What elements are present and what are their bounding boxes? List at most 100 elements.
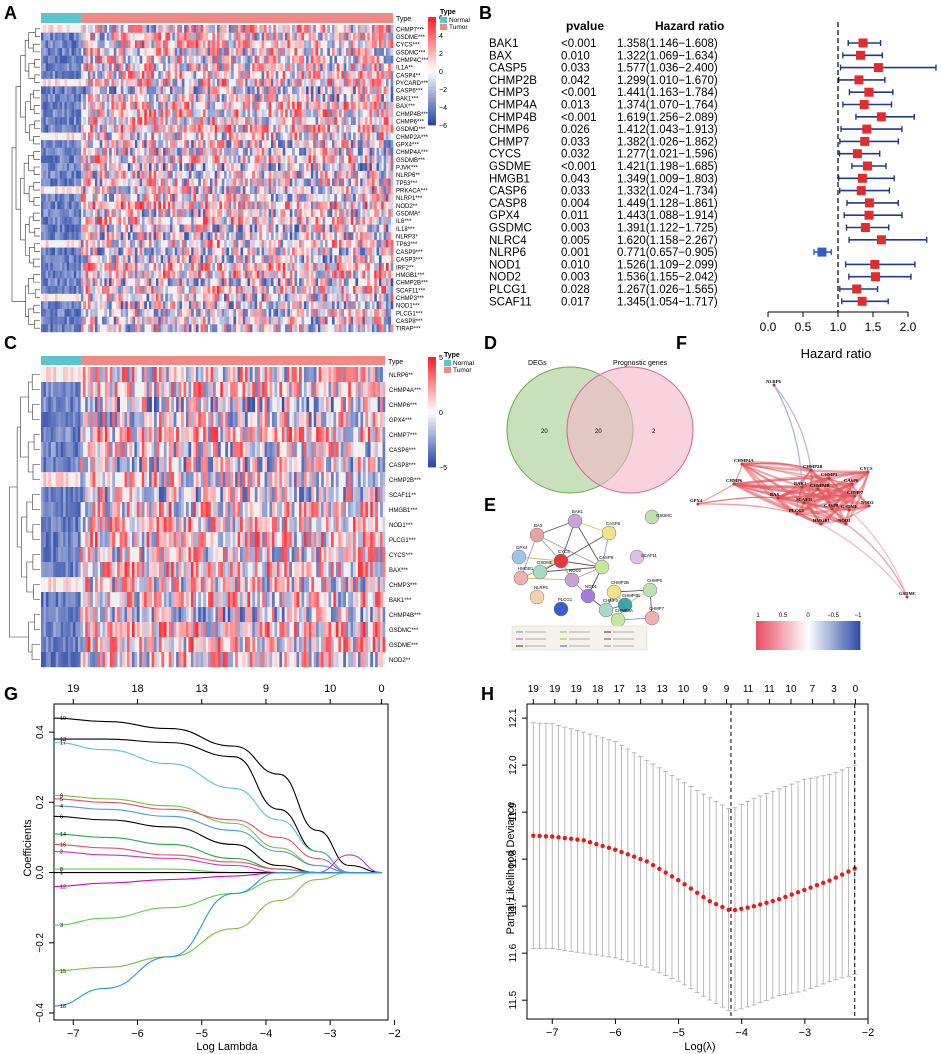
legend-title-c: Type [444, 352, 460, 359]
corr-node-label: PLCG1 [789, 508, 805, 513]
p-value: <0.001 [561, 38, 597, 50]
network-legend-lines [516, 631, 634, 647]
gene-label-c: CASP8*** [389, 463, 416, 469]
forest-x-tick-label: 0.5 [795, 320, 812, 334]
cv-point [839, 872, 845, 877]
cv-y-tick-label: 11.6 [508, 943, 519, 962]
scale-c-tick: −5 [439, 465, 447, 472]
ppi-node [606, 584, 622, 600]
gene-label: CHMP4C*** [396, 58, 429, 64]
corr-node [795, 512, 799, 516]
cv-point [795, 890, 801, 895]
cv-point [713, 901, 719, 907]
gene-label-c: PLCG1*** [389, 538, 416, 544]
gene-name: GPX4 [489, 210, 520, 222]
lasso-path-19 [53, 717, 382, 874]
gene-label: GSDMC*** [396, 50, 426, 56]
expression-heatmap [41, 25, 394, 333]
corr-node [830, 507, 834, 511]
ppi-node [511, 549, 527, 565]
p-value: 0.004 [561, 198, 590, 210]
hr-point [871, 272, 881, 282]
corr-edge [733, 482, 870, 508]
lasso-x-label: Log Lambda [196, 1041, 258, 1053]
gene-label: HMGB1*** [396, 273, 425, 279]
ppi-node-label: CASP6 [606, 521, 621, 526]
hazard-ratio-ci: 1.332(1.024−1.734) [617, 186, 718, 198]
cv-y-tick-label: 12.1 [508, 708, 519, 728]
ppi-node-label: GSDMC [656, 513, 672, 518]
ppi-node [642, 582, 658, 598]
lasso-path-label: 3 [60, 923, 63, 929]
gene-label: IRF2** [396, 265, 414, 271]
lasso-path-12 [53, 871, 382, 888]
corr-node-label: HMGB1 [813, 518, 831, 523]
lasso-top-tick-label: 0 [379, 683, 385, 695]
cv-point [625, 852, 631, 857]
lasso-y-tick-label: 0.2 [35, 795, 46, 809]
corr-edge [820, 505, 870, 525]
cv-point [789, 892, 794, 897]
corr-edge [845, 471, 870, 525]
expression-heatmap-c [41, 367, 386, 668]
cv-point [663, 870, 668, 875]
p-value: <0.001 [561, 112, 597, 124]
gene-label: NLRP3* [396, 235, 418, 241]
lasso-path-label: 14 [60, 832, 66, 838]
hazard-ratio-ci: 1.619(1.256−2.089) [617, 112, 718, 124]
cv-point [537, 833, 542, 839]
ppi-node [564, 572, 580, 588]
hazard-ratio-ci: 1.322(1.069−1.634) [617, 50, 718, 62]
type-row-label: Type [396, 16, 411, 23]
p-value: 0.043 [561, 173, 590, 185]
ppi-node-label: NLRP6 [534, 585, 548, 590]
gene-label: NLRP6** [396, 173, 421, 179]
gene-name: CYCS [489, 149, 521, 161]
pvalue-header: pvalue [566, 19, 604, 33]
hr-point [860, 223, 870, 232]
hr-point [873, 63, 883, 73]
corr-node-label: GPX4 [690, 498, 703, 503]
ppi-node [529, 589, 545, 605]
ppi-node-label: HMGB1 [518, 566, 534, 571]
cv-x-tick-label: −6 [609, 1027, 622, 1039]
panel-label-d: D [484, 333, 497, 353]
cv-point [657, 866, 662, 872]
ppi-node [529, 527, 545, 543]
panel-c: C Type NLRP6** CHMP4A*** CHMP6*** GPX4*** CH… [4, 333, 475, 668]
hr-point [817, 247, 827, 257]
cv-y-tick-label: 12.0 [508, 755, 519, 775]
forest-x-tick-label: 2.0 [900, 320, 917, 334]
cv-top-tick-label: 19 [528, 684, 540, 695]
gene-label: CASP8*** [396, 319, 423, 325]
ppi-edge [574, 520, 603, 568]
gene-label: GSDME*** [396, 35, 426, 41]
lasso-path-3 [53, 871, 382, 926]
lasso-path-15 [53, 871, 382, 972]
ppi-node-label: GPX4 [516, 545, 528, 550]
lasso-top-tick-label: 18 [131, 683, 143, 695]
p-value: <0.001 [561, 87, 597, 99]
gene-label: GSDMA* [396, 212, 421, 218]
scale-a-tick: 2 [439, 51, 443, 58]
hr-point [862, 124, 872, 134]
gene-label: CHMP7*** [396, 27, 425, 33]
lasso-plot-frame [53, 703, 389, 1021]
colorbar-tick: 0.5 [779, 613, 788, 619]
legend-normal-swatch [440, 17, 447, 23]
hr-point [864, 210, 874, 220]
cv-x-tick-label: −7 [546, 1027, 559, 1039]
p-value: 0.042 [561, 75, 590, 87]
gene-label: CHMP3*** [396, 296, 425, 302]
cv-top-tick-label: 11 [764, 684, 775, 695]
ppi-node [610, 612, 626, 628]
ppi-edge [536, 534, 603, 568]
corr-node-label: CHMP2B [803, 464, 822, 469]
gene-label: PJVK*** [396, 165, 419, 171]
forest-x-tick-label: 1.0 [830, 320, 847, 334]
hr-point [864, 198, 874, 208]
cv-top-tick-label: 7 [810, 684, 816, 695]
ppi-node-label: CHMP4A [615, 608, 633, 613]
cv-top-tick-label: 17 [614, 684, 626, 695]
